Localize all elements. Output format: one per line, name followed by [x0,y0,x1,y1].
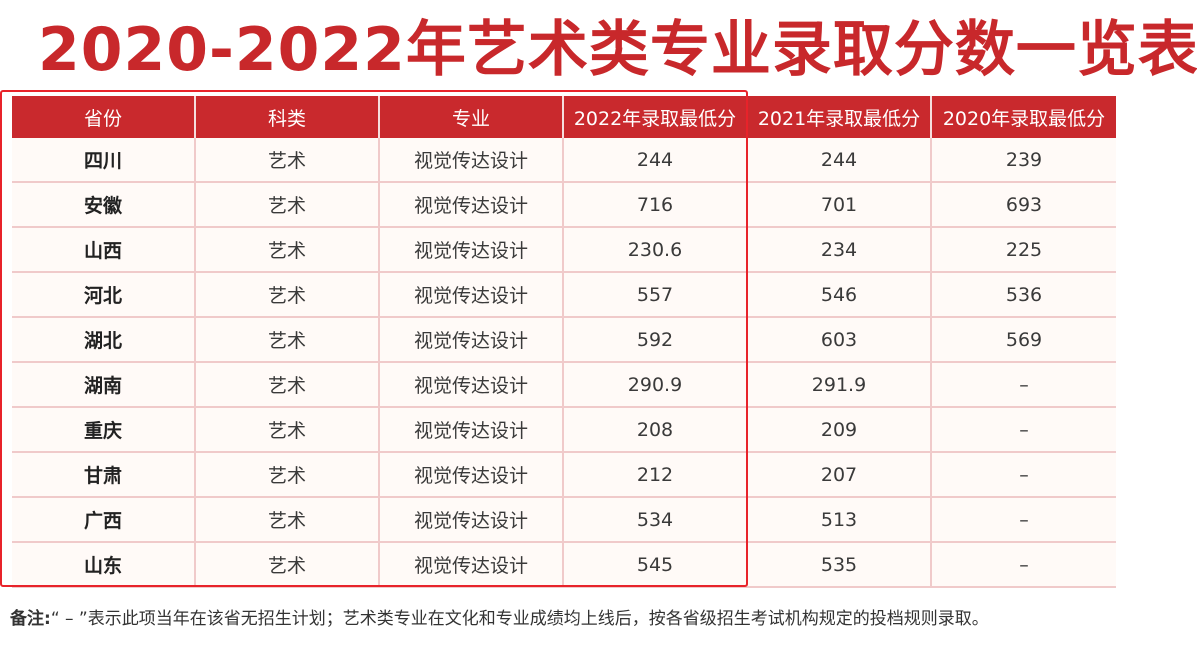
cell-score-2022: 230.6 [564,228,748,273]
cell-province: 山东 [12,543,196,588]
cell-score-2021: 701 [748,183,932,228]
table-row: 甘肃 艺术 视觉传达设计 212 207– [12,453,1116,498]
cell-category: 艺术 [196,318,380,363]
cell-category: 艺术 [196,453,380,498]
table-row: 山东 艺术 视觉传达设计 545 535– [12,543,1116,588]
footnote: 备注:“ – ”表示此项当年在该省无招生计划；艺术类专业在文化和专业成绩均上线后… [10,604,989,629]
cell-category: 艺术 [196,543,380,588]
cell-score-2022: 534 [564,498,748,543]
table-row: 湖北 艺术 视觉传达设计 592 603 569 [12,318,1116,363]
cell-score-2022: 557 [564,273,748,318]
cell-category: 艺术 [196,228,380,273]
cell-province: 河北 [12,273,196,318]
table-header-row: 省份 科类 专业 2022年录取最低分 2021年录取最低分 2020年录取最低… [12,96,1116,138]
table-row: 山西 艺术 视觉传达设计 230.6 234 225 [12,228,1116,273]
cell-major: 视觉传达设计 [380,363,564,408]
cell-score-2022: 290.9 [564,363,748,408]
cell-score-2021: 244 [748,138,932,183]
table-row: 河北 艺术 视觉传达设计 557 546 536 [12,273,1116,318]
cell-category: 艺术 [196,138,380,183]
cell-score-2022: 244 [564,138,748,183]
cell-score-2021: 513 [748,498,932,543]
cell-major: 视觉传达设计 [380,138,564,183]
cell-score-2021: 535 [748,543,932,588]
cell-score-2020: 536 [932,273,1116,318]
header-major: 专业 [380,96,564,138]
cell-province: 安徽 [12,183,196,228]
cell-score-2022: 208 [564,408,748,453]
cell-major: 视觉传达设计 [380,318,564,363]
footnote-label: 备注: [10,609,51,629]
cell-score-2020: 225 [932,228,1116,273]
cell-score-2020: – [932,363,1116,408]
cell-category: 艺术 [196,363,380,408]
cell-province: 山西 [12,228,196,273]
table-row: 安徽 艺术 视觉传达设计 716 701 693 [12,183,1116,228]
cell-score-2022: 716 [564,183,748,228]
cell-province: 湖南 [12,363,196,408]
header-2022-min-score: 2022年录取最低分 [564,96,748,138]
cell-province: 四川 [12,138,196,183]
cell-province: 甘肃 [12,453,196,498]
cell-score-2021: 209 [748,408,932,453]
header-2020-min-score: 2020年录取最低分 [932,96,1116,138]
score-table: 省份 科类 专业 2022年录取最低分 2021年录取最低分 2020年录取最低… [12,96,1116,588]
cell-major: 视觉传达设计 [380,543,564,588]
header-province: 省份 [12,96,196,138]
cell-major: 视觉传达设计 [380,273,564,318]
header-2021-min-score: 2021年录取最低分 [748,96,932,138]
cell-major: 视觉传达设计 [380,498,564,543]
footnote-text: “ – ”表示此项当年在该省无招生计划；艺术类专业在文化和专业成绩均上线后，按各… [50,609,989,629]
cell-score-2020: 239 [932,138,1116,183]
cell-score-2021: 546 [748,273,932,318]
table-row: 广西 艺术 视觉传达设计 534 513– [12,498,1116,543]
cell-score-2020: – [932,498,1116,543]
table-row: 四川 艺术 视觉传达设计 244 244 239 [12,138,1116,183]
cell-category: 艺术 [196,408,380,453]
cell-score-2020: 693 [932,183,1116,228]
cell-score-2021: 291.9 [748,363,932,408]
cell-score-2021: 207 [748,453,932,498]
cell-score-2022: 212 [564,453,748,498]
cell-score-2022: 592 [564,318,748,363]
cell-score-2022: 545 [564,543,748,588]
cell-score-2021: 234 [748,228,932,273]
cell-score-2020: 569 [932,318,1116,363]
table-row: 湖南 艺术 视觉传达设计 290.9 291.9– [12,363,1116,408]
header-category: 科类 [196,96,380,138]
cell-province: 重庆 [12,408,196,453]
cell-province: 湖北 [12,318,196,363]
cell-category: 艺术 [196,498,380,543]
cell-category: 艺术 [196,273,380,318]
cell-score-2020: – [932,453,1116,498]
cell-score-2021: 603 [748,318,932,363]
cell-major: 视觉传达设计 [380,408,564,453]
cell-province: 广西 [12,498,196,543]
cell-category: 艺术 [196,183,380,228]
table-row: 重庆 艺术 视觉传达设计 208 209– [12,408,1116,453]
cell-score-2020: – [932,408,1116,453]
cell-score-2020: – [932,543,1116,588]
score-table-container: 省份 科类 专业 2022年录取最低分 2021年录取最低分 2020年录取最低… [12,96,1116,588]
cell-major: 视觉传达设计 [380,228,564,273]
cell-major: 视觉传达设计 [380,453,564,498]
cell-major: 视觉传达设计 [380,183,564,228]
page-title: 2020-2022年艺术类专业录取分数一览表 [38,15,1197,85]
